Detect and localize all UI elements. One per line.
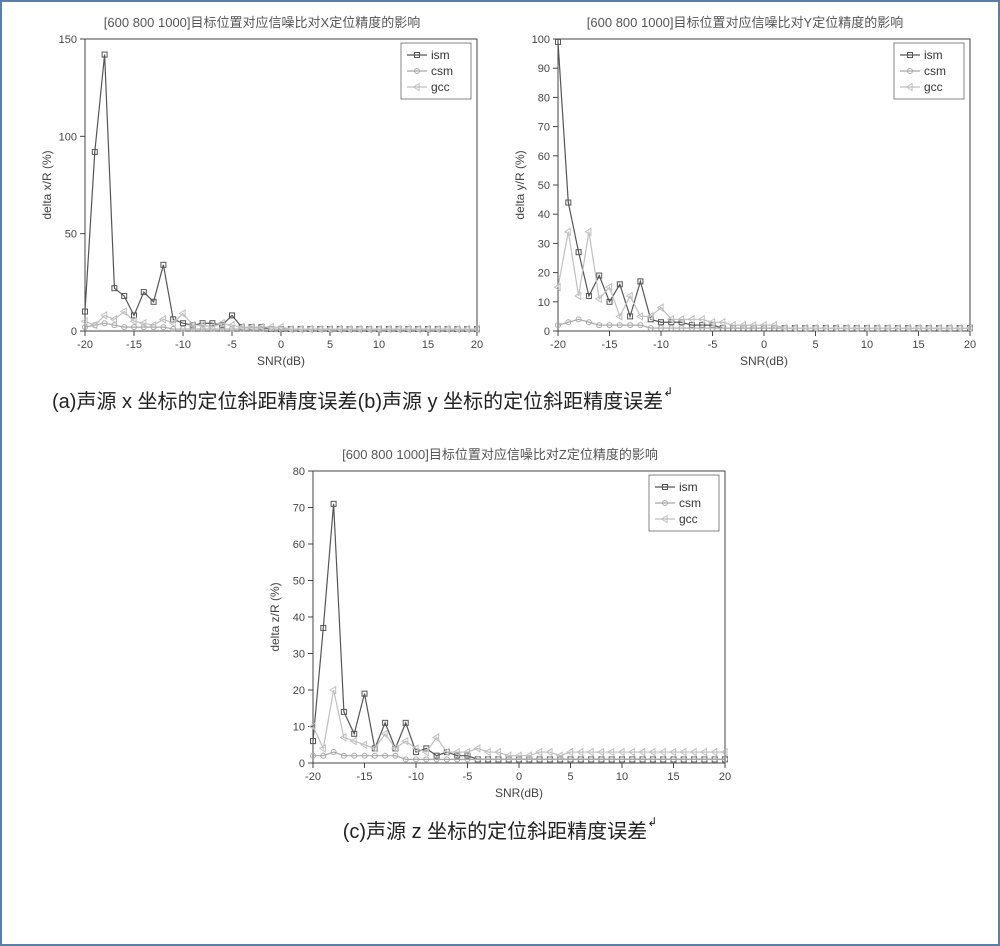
svg-text:15: 15 — [667, 771, 679, 783]
svg-text:10: 10 — [373, 339, 385, 351]
svg-text:10: 10 — [293, 722, 305, 734]
caption-c-mark: ↲ — [647, 815, 657, 829]
svg-text:30: 30 — [538, 238, 550, 250]
chart-a-title: [600 800 1000]目标位置对应信噪比对X定位精度的影响 — [104, 12, 420, 31]
svg-text:0: 0 — [516, 771, 522, 783]
caption-b: (b)声源 y 坐标的定位斜距精度误差 — [358, 391, 664, 413]
svg-text:10: 10 — [538, 297, 550, 309]
caption-c: (c)声源 z 坐标的定位斜距精度误差 — [343, 821, 647, 843]
svg-text:-5: -5 — [227, 339, 237, 351]
svg-text:0: 0 — [278, 339, 284, 351]
svg-text:80: 80 — [538, 92, 550, 104]
chart-b: -20 -15 -10 -5 0 5 10 15 20 0 10 20 30 40 50 60 70 80 90 10… — [510, 33, 980, 373]
svg-text:90: 90 — [538, 63, 550, 75]
svg-text:-15: -15 — [126, 339, 142, 351]
svg-text:gcc: gcc — [431, 80, 450, 94]
svg-text:40: 40 — [538, 209, 550, 221]
svg-text:70: 70 — [293, 503, 305, 515]
svg-text:-5: -5 — [463, 771, 473, 783]
svg-text:-15: -15 — [357, 771, 373, 783]
svg-text:20: 20 — [964, 339, 976, 351]
svg-text:delta z/R (%): delta z/R (%) — [268, 582, 282, 651]
figure-panel: [600 800 1000]目标位置对应信噪比对X定位精度的影响 -20-15-… — [0, 0, 1000, 946]
chart-c-title: [600 800 1000]目标位置对应信噪比对Z定位精度的影响 — [342, 444, 658, 463]
chart-a: -20 -15 -10 -5 0 5 10 15 20 0 50 100 150 SNR(dB) delta… — [37, 33, 487, 373]
svg-text:5: 5 — [567, 771, 573, 783]
svg-text:ism: ism — [679, 480, 698, 494]
chart-c-wrap: [600 800 1000]目标位置对应信噪比对Z定位精度的影响 -20-15-… — [265, 444, 735, 805]
svg-text:0: 0 — [761, 339, 767, 351]
svg-text:15: 15 — [912, 339, 924, 351]
svg-text:20: 20 — [719, 771, 731, 783]
svg-text:delta x/R (%): delta x/R (%) — [40, 150, 54, 219]
caption-a: (a)声源 x 坐标的定位斜距精度误差 — [52, 391, 358, 413]
svg-text:10: 10 — [616, 771, 628, 783]
svg-text:SNR(dB): SNR(dB) — [257, 354, 305, 368]
svg-text:delta y/R (%): delta y/R (%) — [513, 150, 527, 219]
chart-c: -20 -15 -10 -5 0 5 10 15 20 0 10 20 30 40 50 60 70 80 SNR(… — [265, 465, 735, 805]
svg-text:20: 20 — [538, 268, 550, 280]
bottom-row: [600 800 1000]目标位置对应信噪比对Z定位精度的影响 -20-15-… — [2, 414, 998, 805]
chart-b-title: [600 800 1000]目标位置对应信噪比对Y定位精度的影响 — [587, 12, 903, 31]
svg-text:0: 0 — [299, 758, 305, 770]
svg-text:ism: ism — [431, 48, 450, 62]
svg-text:80: 80 — [293, 466, 305, 478]
svg-text:15: 15 — [422, 339, 434, 351]
svg-text:60: 60 — [538, 151, 550, 163]
svg-text:150: 150 — [59, 34, 77, 46]
svg-text:10: 10 — [861, 339, 873, 351]
svg-text:50: 50 — [65, 229, 77, 241]
svg-text:70: 70 — [538, 122, 550, 134]
svg-text:csm: csm — [679, 496, 701, 510]
caption-c-row: (c)声源 z 坐标的定位斜距精度误差↲ — [2, 805, 998, 844]
svg-text:50: 50 — [293, 576, 305, 588]
svg-text:gcc: gcc — [924, 80, 943, 94]
svg-text:0: 0 — [71, 326, 77, 338]
svg-text:-10: -10 — [175, 339, 191, 351]
svg-text:50: 50 — [538, 180, 550, 192]
chart-b-wrap: [600 800 1000]目标位置对应信噪比对Y定位精度的影响 -20-15-… — [510, 12, 980, 373]
svg-text:5: 5 — [327, 339, 333, 351]
svg-text:60: 60 — [293, 539, 305, 551]
svg-text:40: 40 — [293, 612, 305, 624]
top-row: [600 800 1000]目标位置对应信噪比对X定位精度的影响 -20-15-… — [2, 2, 998, 373]
svg-text:20: 20 — [293, 685, 305, 697]
svg-text:gcc: gcc — [679, 512, 698, 526]
svg-text:SNR(dB): SNR(dB) — [740, 354, 788, 368]
chart-a-wrap: [600 800 1000]目标位置对应信噪比对X定位精度的影响 -20-15-… — [37, 12, 487, 373]
svg-text:-20: -20 — [305, 771, 321, 783]
svg-text:100: 100 — [59, 131, 77, 143]
svg-text:SNR(dB): SNR(dB) — [495, 786, 543, 800]
svg-text:0: 0 — [544, 326, 550, 338]
caption-ab-mark: ↲ — [663, 385, 673, 399]
svg-text:-20: -20 — [550, 339, 566, 351]
svg-text:20: 20 — [471, 339, 483, 351]
svg-text:ism: ism — [924, 48, 943, 62]
svg-text:-10: -10 — [408, 771, 424, 783]
svg-text:-15: -15 — [602, 339, 618, 351]
svg-text:5: 5 — [812, 339, 818, 351]
svg-text:csm: csm — [431, 64, 453, 78]
svg-text:csm: csm — [924, 64, 946, 78]
svg-text:-20: -20 — [77, 339, 93, 351]
svg-text:-10: -10 — [653, 339, 669, 351]
svg-text:100: 100 — [532, 34, 550, 46]
svg-text:30: 30 — [293, 649, 305, 661]
svg-text:-5: -5 — [708, 339, 718, 351]
captions-ab: (a)声源 x 坐标的定位斜距精度误差(b)声源 y 坐标的定位斜距精度误差↲ — [2, 373, 998, 414]
